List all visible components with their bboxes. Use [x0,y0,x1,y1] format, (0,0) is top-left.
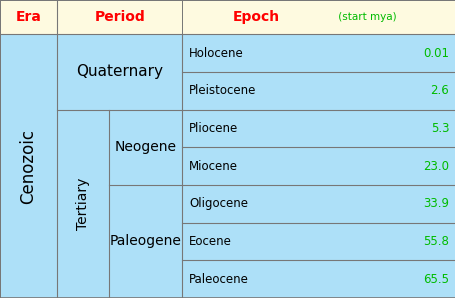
Text: Holocene: Holocene [189,46,243,60]
Bar [182,0,455,34]
Bar [0,34,57,298]
Text: Oligocene: Oligocene [189,197,248,210]
Text: Period: Period [94,10,145,24]
Bar [182,147,455,185]
Text: 0.01: 0.01 [422,46,448,60]
Text: Paleocene: Paleocene [189,273,248,286]
Text: Era: Era [15,10,41,24]
Bar [109,185,182,298]
Bar [182,185,455,223]
Text: Neogene: Neogene [115,140,177,154]
Bar [109,110,182,185]
Text: Pliocene: Pliocene [189,122,238,135]
Text: Cenozoic: Cenozoic [20,129,37,204]
Text: Eocene: Eocene [189,235,232,248]
Text: 5.3: 5.3 [430,122,448,135]
Bar [182,72,455,110]
Bar [182,34,455,72]
Text: Miocene: Miocene [189,160,238,173]
Text: Paleogene: Paleogene [110,235,182,249]
Bar [182,110,455,147]
Text: Pleistocene: Pleistocene [189,84,256,97]
Text: Quaternary: Quaternary [76,64,163,80]
Text: (start mya): (start mya) [334,12,396,22]
Text: 55.8: 55.8 [422,235,448,248]
Bar [57,110,109,298]
Text: 2.6: 2.6 [430,84,448,97]
Text: 65.5: 65.5 [422,273,448,286]
Bar [0,0,57,34]
Text: 33.9: 33.9 [422,197,448,210]
Text: Epoch: Epoch [232,10,279,24]
Bar [182,223,455,260]
Text: Tertiary: Tertiary [76,178,90,230]
Bar [57,34,182,110]
Bar [57,0,182,34]
Text: 23.0: 23.0 [422,160,448,173]
Bar [182,260,455,298]
